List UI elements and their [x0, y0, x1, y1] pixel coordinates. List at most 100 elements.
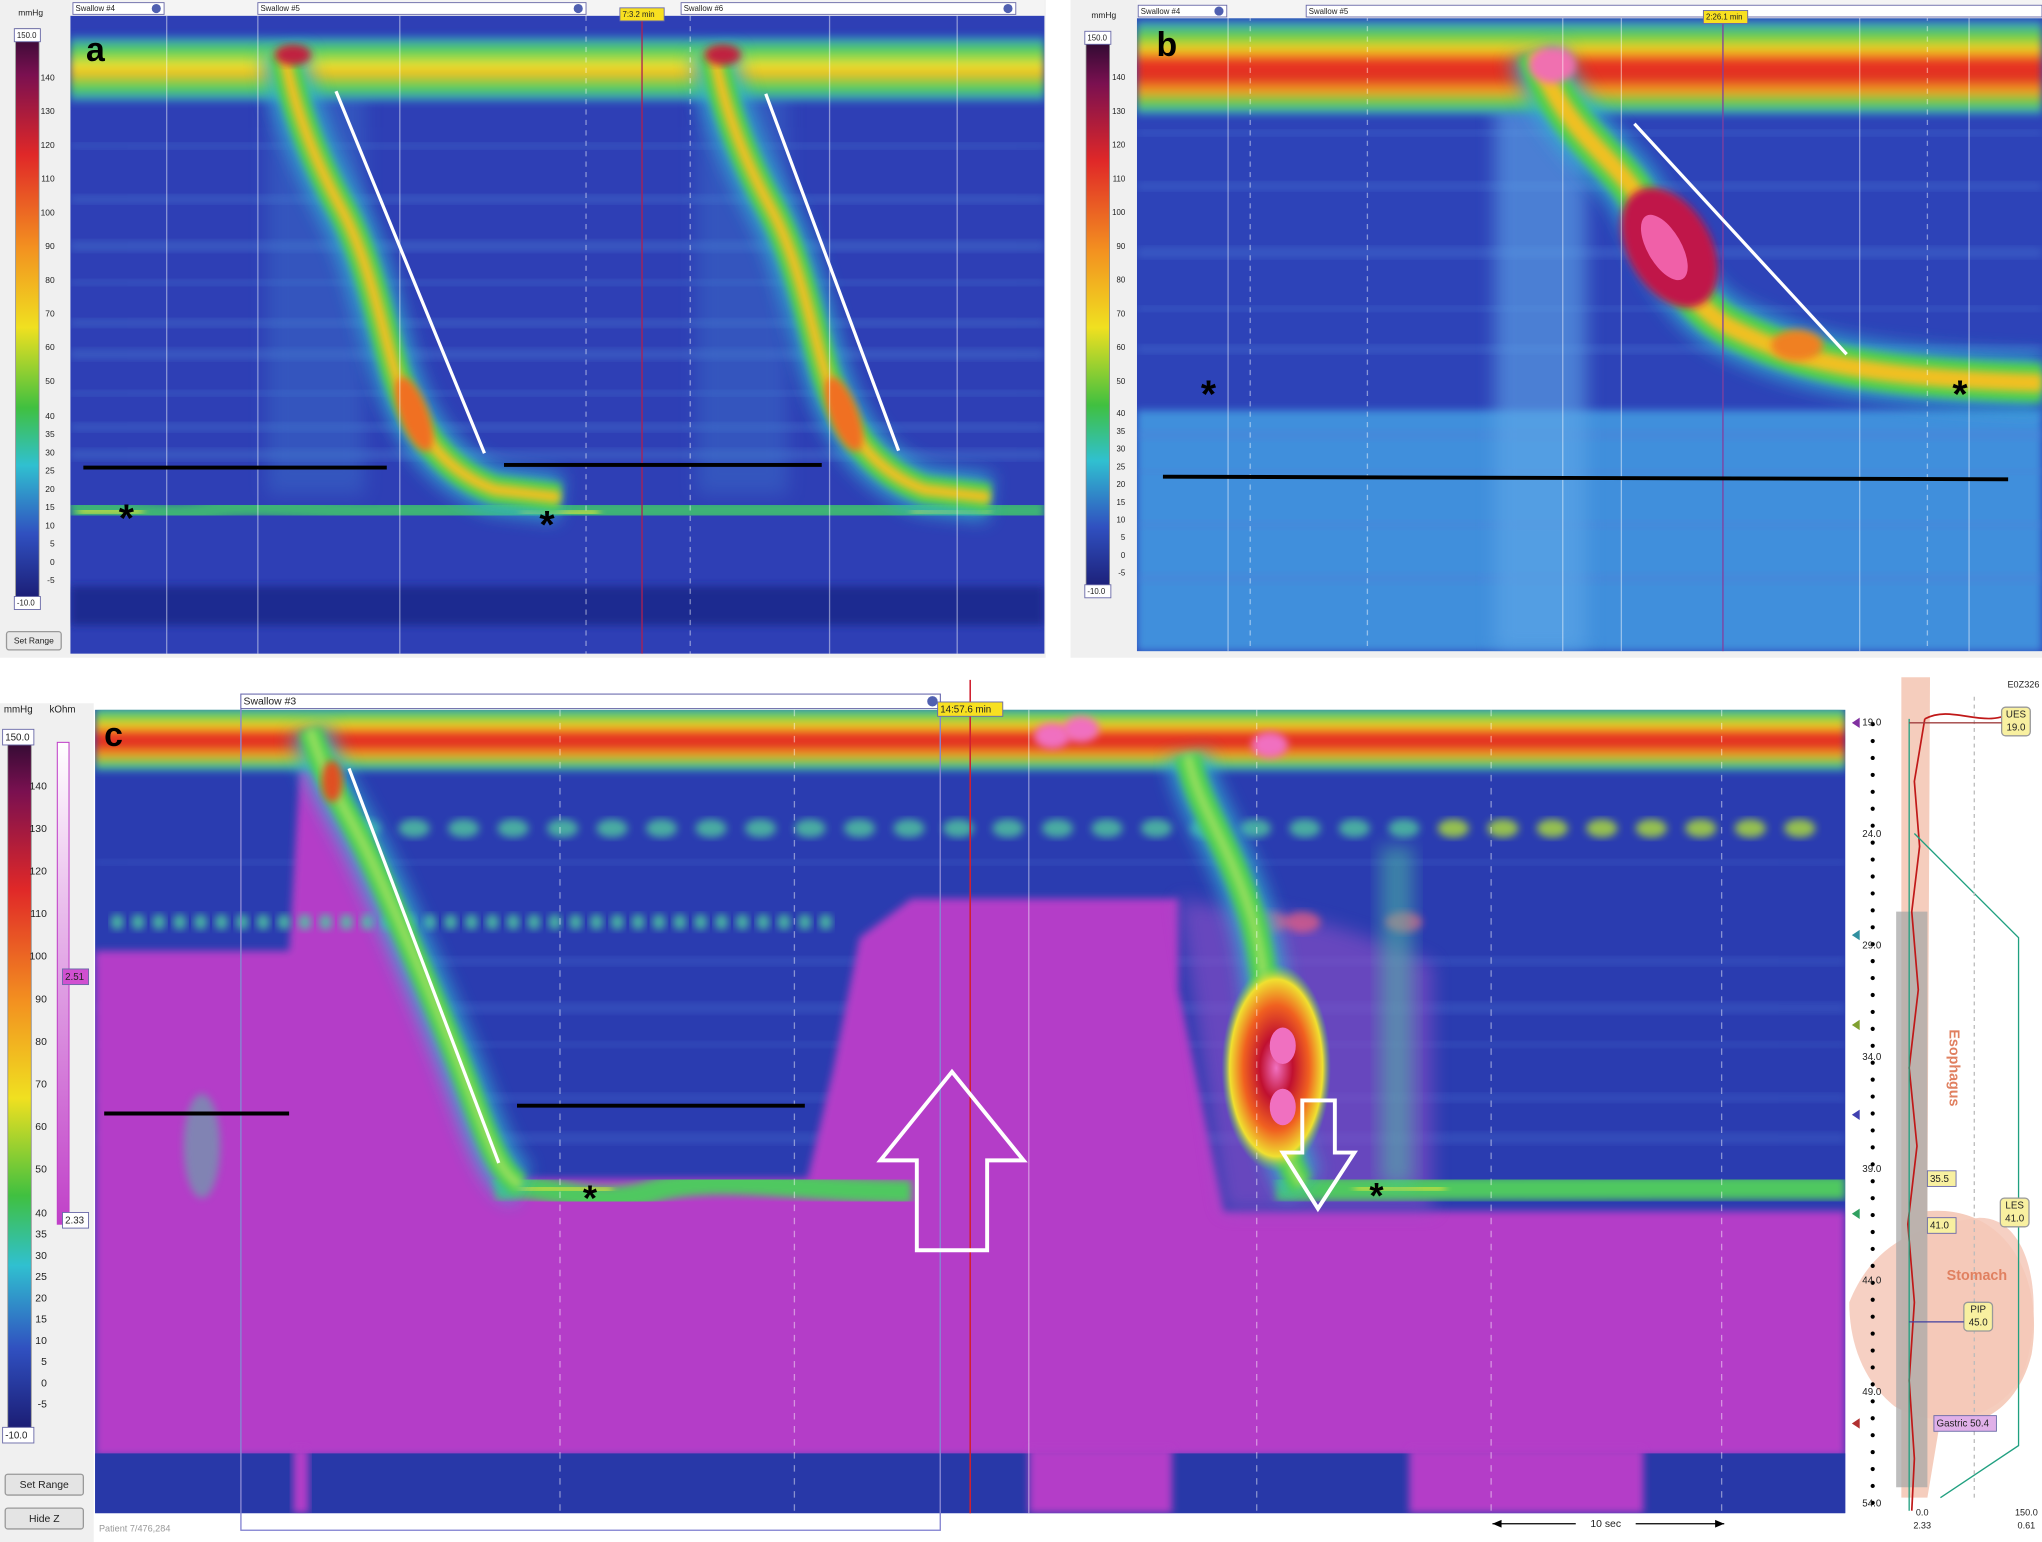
set-range-label[interactable]: Set Range [20, 1480, 69, 1491]
pressure-noise [70, 349, 1045, 360]
swallow-label[interactable]: Swallow #6 [684, 4, 723, 13]
swallow-label[interactable]: Swallow #4 [76, 4, 116, 13]
swallow-column [1495, 78, 1587, 652]
impedance-gap [1028, 1448, 1173, 1514]
arrow-down [1279, 1098, 1358, 1213]
swallow-label-box[interactable] [1305, 4, 2042, 18]
scale-tick-label: 110 [30, 909, 47, 920]
marker: * [1952, 374, 1968, 417]
marker: * [119, 497, 135, 540]
scale-tick-label: 25 [1116, 462, 1125, 471]
heatmap-background [70, 15, 1045, 654]
swallow-label-box[interactable] [1137, 4, 1228, 18]
swallow-label[interactable]: Swallow #5 [1309, 7, 1349, 16]
scale-tick-label: 35 [45, 429, 55, 439]
scale-tick-label: 20 [1116, 480, 1125, 489]
scale-tick-label: 130 [1112, 107, 1126, 116]
sensor-mark: 41.0 [1930, 1221, 1950, 1232]
pressure-blob [235, 914, 249, 930]
time-label: 2:26.1 min [1706, 13, 1742, 22]
swallow-label[interactable]: Swallow #3 [244, 697, 297, 708]
pip-tag-box [1963, 1301, 1994, 1332]
pressure-blob [798, 914, 812, 930]
scale-tick-label: 80 [1116, 276, 1125, 285]
swallow-label-box[interactable] [257, 2, 587, 15]
scale-min-box [1084, 584, 1112, 599]
sensor-marker [1851, 929, 1860, 941]
stomach [1849, 1217, 2034, 1420]
pressure-noise [1136, 182, 2042, 191]
sensor-mark-box [1926, 1170, 1957, 1187]
sensor-dot [1870, 1094, 1875, 1099]
scale-tick-label: 50 [1116, 377, 1125, 386]
swallow-label-box[interactable] [240, 693, 941, 709]
sensor-dot [1870, 959, 1875, 964]
pressure-blob [610, 914, 624, 930]
swallow-close[interactable] [573, 3, 583, 14]
les-tag-value: 41.0 [2005, 1214, 2025, 1225]
pressure-blob [277, 914, 291, 930]
scale-max: 150.0 [1087, 34, 1107, 43]
swallow-label-box[interactable] [680, 2, 1017, 15]
position-label: 39.0 [1862, 1164, 1882, 1175]
scale-min: -10.0 [5, 1430, 28, 1441]
scale-tick-label: 25 [35, 1272, 47, 1283]
swallow-close[interactable] [1003, 3, 1013, 14]
pressure-blob [256, 914, 270, 930]
sensor-dot [1870, 1229, 1875, 1235]
sensor-dot [1870, 1246, 1875, 1252]
swallow-close[interactable] [151, 3, 161, 14]
impedance-high: 2.51 [65, 972, 84, 983]
pressure-noise [70, 319, 1045, 327]
ctr-line [334, 90, 486, 454]
pressure-blob [173, 914, 187, 930]
catheter-id: E0Z326 [2007, 679, 2039, 689]
axis-label: 150.0 [2015, 1508, 2038, 1518]
sensor-dot [1870, 1077, 1875, 1082]
scale-tick-label: 130 [41, 106, 55, 116]
button-label[interactable]: Set Range [14, 636, 54, 646]
pressure-blob [447, 819, 480, 838]
region-label: Esophagus [1946, 1029, 1962, 1106]
les-column [183, 1093, 221, 1199]
sensor-dot [1870, 1433, 1875, 1438]
pressure-blob [1635, 819, 1667, 838]
pressure-blob [548, 914, 562, 930]
pressure-peak [1221, 963, 1331, 1173]
les-tag-box [1999, 1197, 2030, 1228]
position-label: 24.0 [1862, 829, 1882, 840]
swallow-label[interactable]: Swallow #5 [260, 4, 300, 13]
swallow-close[interactable] [927, 696, 938, 707]
les-tag-name: LES [2005, 1201, 2024, 1212]
scale-tick-label: 110 [41, 174, 55, 184]
button[interactable] [5, 631, 62, 651]
scale-tick-label: 90 [45, 241, 55, 251]
scale-tick-label: 70 [1116, 309, 1125, 318]
pressure-blob [339, 914, 353, 930]
sensor-dot [1870, 823, 1875, 828]
scale-tick-label: 5 [41, 1357, 47, 1368]
scale-tick-label: 20 [45, 484, 55, 494]
sensor-dot [1870, 1348, 1875, 1353]
position-label: 29.0 [1862, 941, 1882, 952]
hide-z-button[interactable] [4, 1507, 84, 1530]
impedance-low-box [62, 1212, 90, 1229]
set-range-button[interactable] [4, 1473, 84, 1496]
swallow-close[interactable] [1214, 6, 1224, 16]
marker: * [583, 1177, 598, 1218]
sensor-dot [1870, 1043, 1875, 1048]
pressure-blob [756, 914, 770, 930]
swallow-label[interactable]: Swallow #4 [1141, 7, 1181, 16]
marker: * [1201, 374, 1217, 417]
scale-tick-label: -5 [47, 575, 55, 585]
sensor-dot [1870, 1483, 1875, 1489]
pressure-blob [319, 914, 333, 930]
sensor-dot [1870, 1196, 1875, 1201]
swallow-label-box[interactable] [72, 2, 165, 15]
pressure-blob [423, 914, 437, 930]
scale-min-box [13, 596, 41, 610]
scale-tick-label: 140 [30, 781, 48, 792]
hide-z-label[interactable]: Hide Z [29, 1514, 60, 1525]
scale-tick-label: 120 [30, 867, 48, 878]
sensor-marker [1851, 717, 1860, 729]
